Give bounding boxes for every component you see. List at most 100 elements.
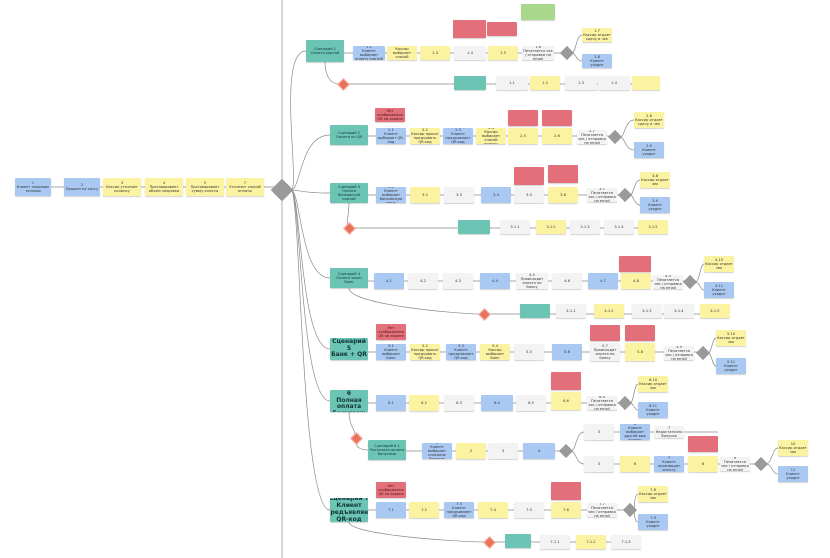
system-step[interactable]: 4.1.3: [632, 304, 662, 318]
system-step[interactable]: 5.7 Происходит оплата по Банку: [590, 343, 620, 361]
client-step[interactable]: 3.1 Клиент выбирает банковскую карту: [376, 187, 406, 203]
system-step[interactable]: 4.1.1: [556, 304, 586, 318]
system-step[interactable]: 1.3: [565, 76, 597, 90]
scenario-header[interactable]: [458, 220, 490, 234]
client-step[interactable]: 1 Клиент заправил топливо: [15, 178, 51, 196]
cashier-step[interactable]: 3.8 Кассир отдает чек: [640, 172, 670, 188]
problem-note[interactable]: [619, 256, 651, 272]
system-step[interactable]: 1.4: [454, 46, 486, 60]
problem-note[interactable]: [542, 110, 572, 126]
scenario-header[interactable]: [520, 304, 550, 318]
problem-note[interactable]: Нет отображения QR на экране: [376, 482, 406, 498]
client-step[interactable]: 1 Клиент выбирает списание бонусов: [422, 443, 452, 459]
cashier-step[interactable]: 5.8: [625, 343, 655, 361]
cashier-step[interactable]: 7.4: [478, 502, 508, 518]
system-step[interactable]: 5.5: [514, 344, 544, 360]
cashier-step[interactable]: 1.2: [530, 76, 560, 90]
system-step[interactable]: 4.1.4: [664, 304, 694, 318]
cashier-step[interactable]: 1.2 Кассир выбирает способ оплаты: [387, 46, 417, 60]
system-step[interactable]: 4.5 Происходит оплата по Банку: [516, 273, 548, 289]
cashier-step[interactable]: 2.2 Кассир просит предъявить QR-код: [410, 128, 440, 144]
system-step[interactable]: 7.5: [514, 502, 544, 518]
scenario-header[interactable]: Сценарий 5 Банк + QR: [330, 338, 368, 360]
client-step[interactable]: 4.11 Клиент уходит: [704, 282, 734, 298]
client-step[interactable]: 2.9 Клиент уходит: [634, 142, 664, 158]
system-step[interactable]: 3.3: [444, 187, 474, 203]
client-step[interactable]: 11 Клиент уходит: [778, 466, 808, 482]
client-step[interactable]: 6 Клиент выбирает другой вид оплаты: [620, 424, 650, 440]
client-step[interactable]: 1.1 Клиент выбирает оплату картой: [353, 46, 385, 60]
scenario-header[interactable]: Сценарий 1 Оплата картой: [306, 40, 344, 62]
cashier-step[interactable]: 2.6: [542, 128, 572, 144]
cashier-step[interactable]: 6.6: [551, 392, 581, 410]
scenario-header[interactable]: Сценарий 6 Полная оплата бонусами: [330, 390, 368, 412]
problem-note[interactable]: [514, 167, 544, 185]
system-step[interactable]: 6.9 Печатается чек / отправка на email: [587, 396, 617, 410]
scenario-header[interactable]: Сценарий 6.1 Частичная оплата бонусами: [368, 440, 406, 460]
client-step[interactable]: 6.4: [481, 395, 513, 411]
system-step[interactable]: 5: [584, 456, 614, 472]
problem-note[interactable]: [487, 22, 517, 36]
client-step[interactable]: 6.11 Клиент уходит: [638, 402, 668, 418]
client-step[interactable]: 2.1 Клиент выбирает QR-код: [376, 128, 406, 144]
client-step[interactable]: 3.9 Клиент уходит: [640, 197, 670, 213]
scenario-header[interactable]: [505, 534, 531, 548]
cashier-step[interactable]: 4 Проговаривает объем заправки: [145, 178, 183, 196]
cashier-step[interactable]: 2: [456, 443, 486, 459]
cashier-step[interactable]: 5.2 Кассир просит предъявить QR-код: [410, 344, 440, 360]
client-step[interactable]: 7.9 Клиент уходит: [638, 514, 668, 530]
client-step[interactable]: 4.7: [588, 273, 618, 289]
system-step[interactable]: 4.2: [408, 273, 438, 289]
cashier-step[interactable]: 3.2: [410, 187, 440, 203]
cashier-step[interactable]: 6: [620, 456, 650, 472]
scenario-header[interactable]: Сценарий 2 Оплата по QR: [330, 125, 368, 145]
cashier-step[interactable]: 7.6: [551, 502, 581, 518]
cashier-step[interactable]: 7.1.2: [576, 535, 606, 549]
cashier-step[interactable]: 4.8: [621, 273, 651, 289]
cashier-step[interactable]: 4.1.2: [594, 304, 624, 318]
system-step[interactable]: 3.1.1: [500, 220, 530, 234]
note[interactable]: [521, 4, 555, 20]
system-step[interactable]: 6.5: [516, 395, 546, 411]
cashier-step[interactable]: 1.5: [488, 46, 518, 60]
client-step[interactable]: 5.1 Клиент выбирает Банк: [376, 344, 406, 360]
system-step[interactable]: 5.9 Печатается чек / отправка на email: [664, 346, 694, 360]
cashier-step[interactable]: 7.8 Кассир отдает чек: [638, 486, 668, 502]
problem-note[interactable]: [551, 372, 581, 390]
system-step[interactable]: 1.1: [496, 76, 528, 90]
system-step[interactable]: 3: [488, 443, 518, 459]
cashier-step[interactable]: 5 Проговаривает сумму оплаты: [186, 178, 224, 196]
problem-note[interactable]: [548, 165, 578, 183]
client-step[interactable]: 5.6: [552, 344, 582, 360]
problem-note[interactable]: [590, 325, 620, 341]
problem-note[interactable]: [508, 110, 538, 126]
client-step[interactable]: 1.8 Клиент уходит: [582, 54, 612, 68]
cashier-step[interactable]: 2.5: [508, 128, 538, 144]
system-step[interactable]: 3.7 Печатается чек / отправка на email: [587, 188, 617, 202]
cashier-step[interactable]: [632, 76, 660, 90]
cashier-step[interactable]: 3.1.2: [536, 220, 566, 234]
system-step[interactable]: 3.5: [514, 187, 544, 203]
cashier-step[interactable]: 4.1.5: [700, 304, 730, 318]
client-step[interactable]: 2.3 Клиент предъявляет QR-код: [443, 128, 473, 144]
scenario-header[interactable]: Сценарий 4 Оплата через Банк: [330, 268, 368, 288]
cashier-step[interactable]: 8: [688, 456, 718, 472]
client-step[interactable]: 5.11 Клиент уходит: [716, 358, 746, 374]
problem-note[interactable]: Нет отображения QR на экране: [376, 324, 406, 340]
cashier-step[interactable]: 4.10 Кассир отдает чек: [704, 256, 734, 272]
cashier-step[interactable]: 6.10 Кассир отдает чек: [638, 376, 668, 392]
problem-note[interactable]: [625, 325, 655, 341]
system-step[interactable]: 9 Печатается чек / отправка на email: [720, 457, 750, 471]
cashier-step[interactable]: 1.3: [420, 46, 450, 60]
cashier-step[interactable]: 5.10 Кассир отдает чек: [716, 330, 746, 346]
system-step[interactable]: 4.3: [443, 273, 473, 289]
cashier-step[interactable]: 3 Кассир уточняет колонку: [103, 178, 141, 196]
cashier-step[interactable]: 5.4 Кассир выбирает Банк: [480, 344, 510, 360]
client-step[interactable]: 6.1: [376, 395, 406, 411]
system-step[interactable]: 7 Недостаточно бонусов: [654, 426, 684, 438]
cashier-step[interactable]: 6.2: [409, 395, 439, 411]
scenario-header[interactable]: Сценарий 3 Оплата банковской картой: [330, 183, 368, 203]
client-step[interactable]: 4.4: [480, 273, 510, 289]
scenario-header[interactable]: Сценарий 7 Клиент предъявляет QR-код: [330, 498, 368, 522]
problem-note[interactable]: [551, 482, 581, 500]
